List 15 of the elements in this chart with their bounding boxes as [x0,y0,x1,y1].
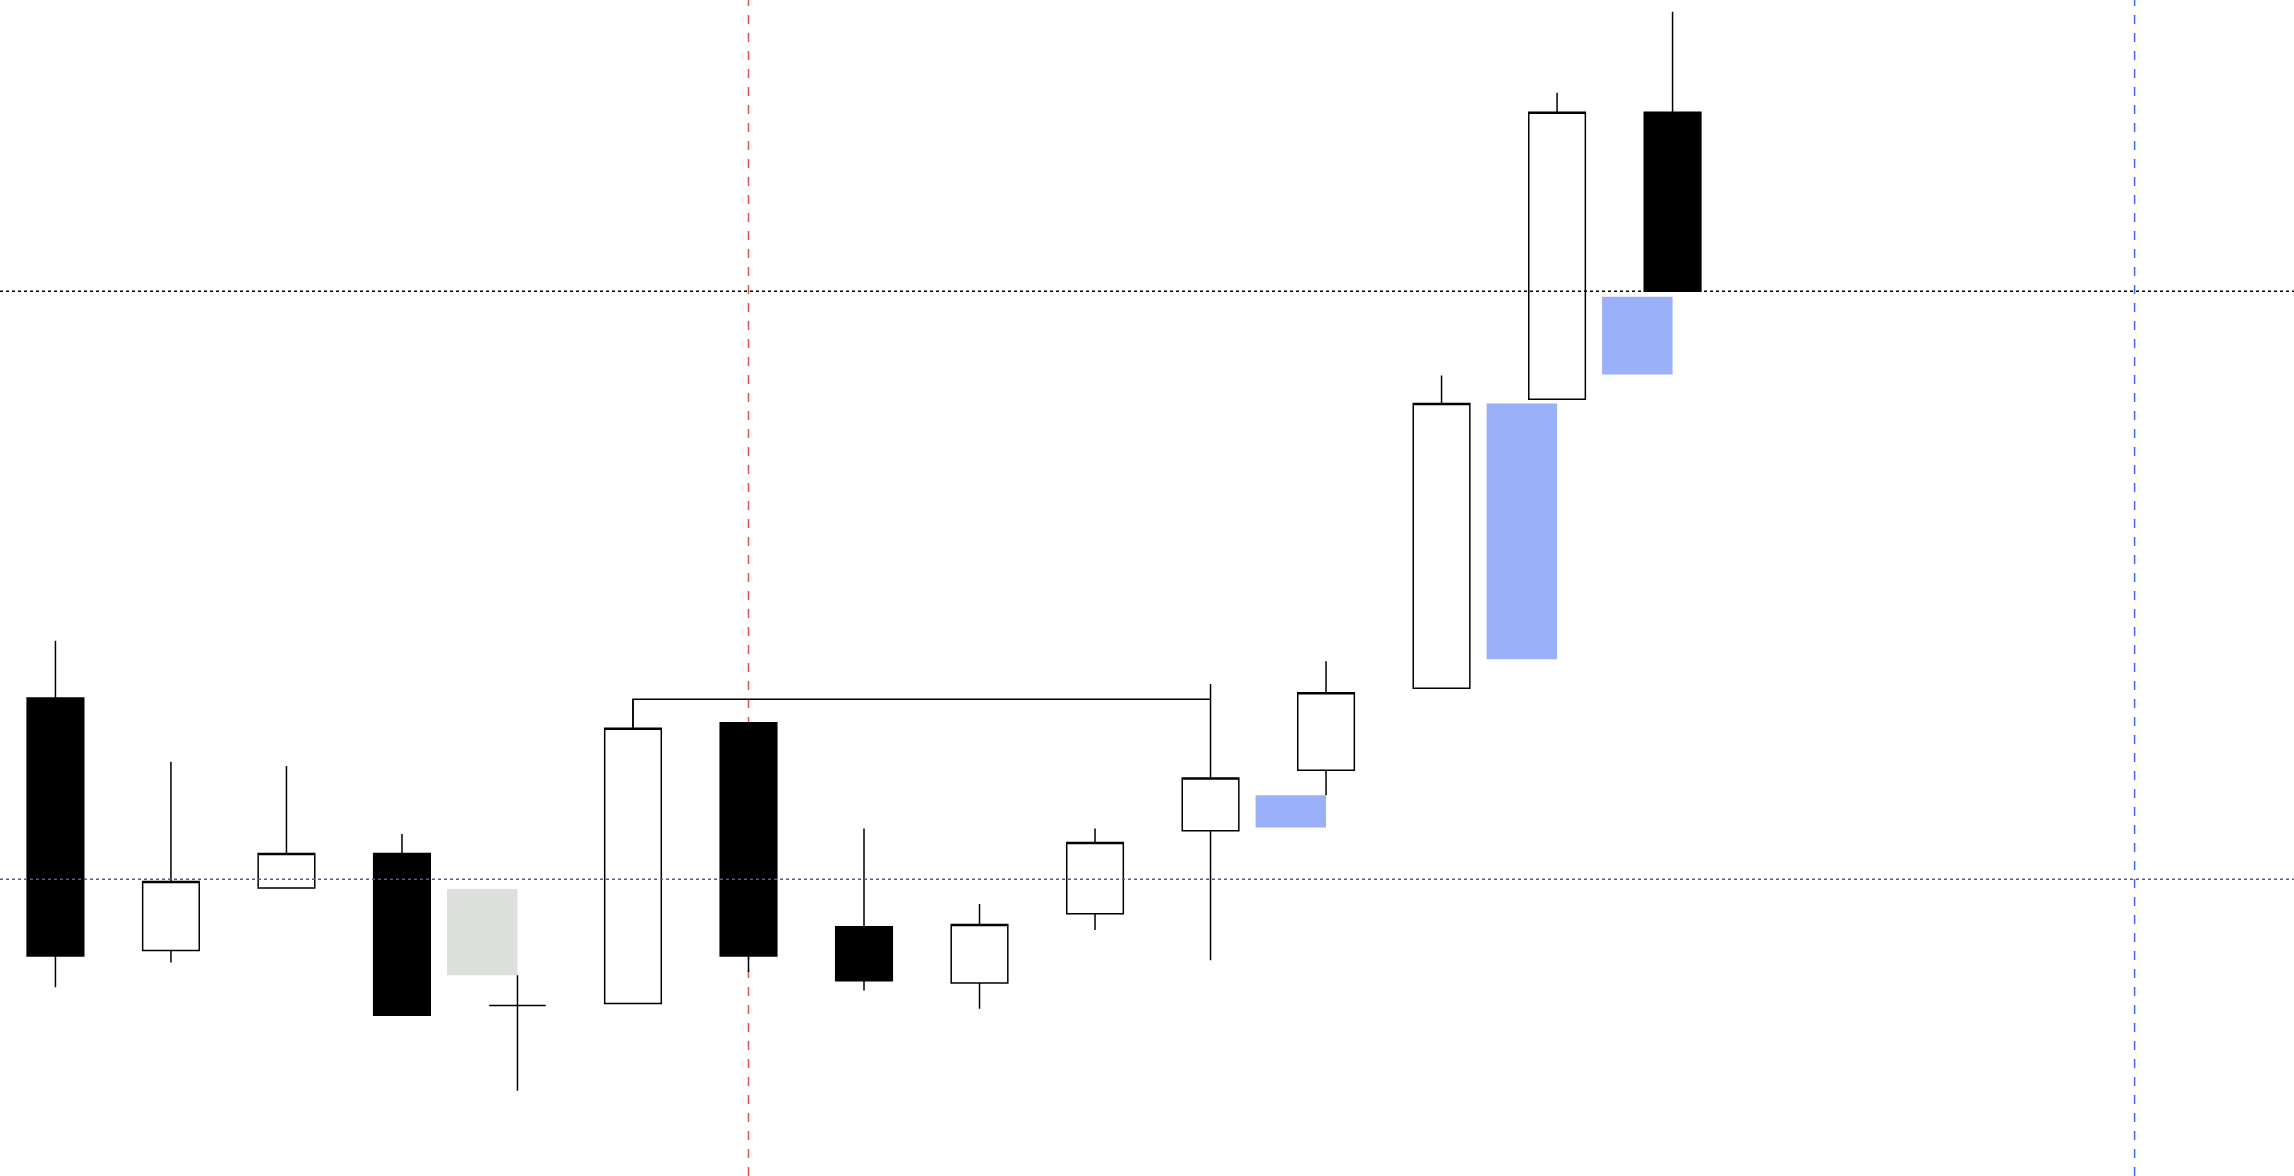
candlestick [834,827,894,992]
candlestick [257,765,316,889]
bar [1602,296,1673,375]
bar [447,889,518,976]
candlestick [26,640,85,988]
candlestick [719,722,778,973]
bar [1486,403,1558,660]
candlestick [488,974,547,1092]
candlestick [141,760,200,964]
bar [1255,795,1327,828]
candlestick [372,833,432,1016]
candlestick [1412,374,1471,690]
candlestick [1065,827,1125,931]
candlestick [950,903,1009,1010]
candlestick [1296,660,1356,796]
